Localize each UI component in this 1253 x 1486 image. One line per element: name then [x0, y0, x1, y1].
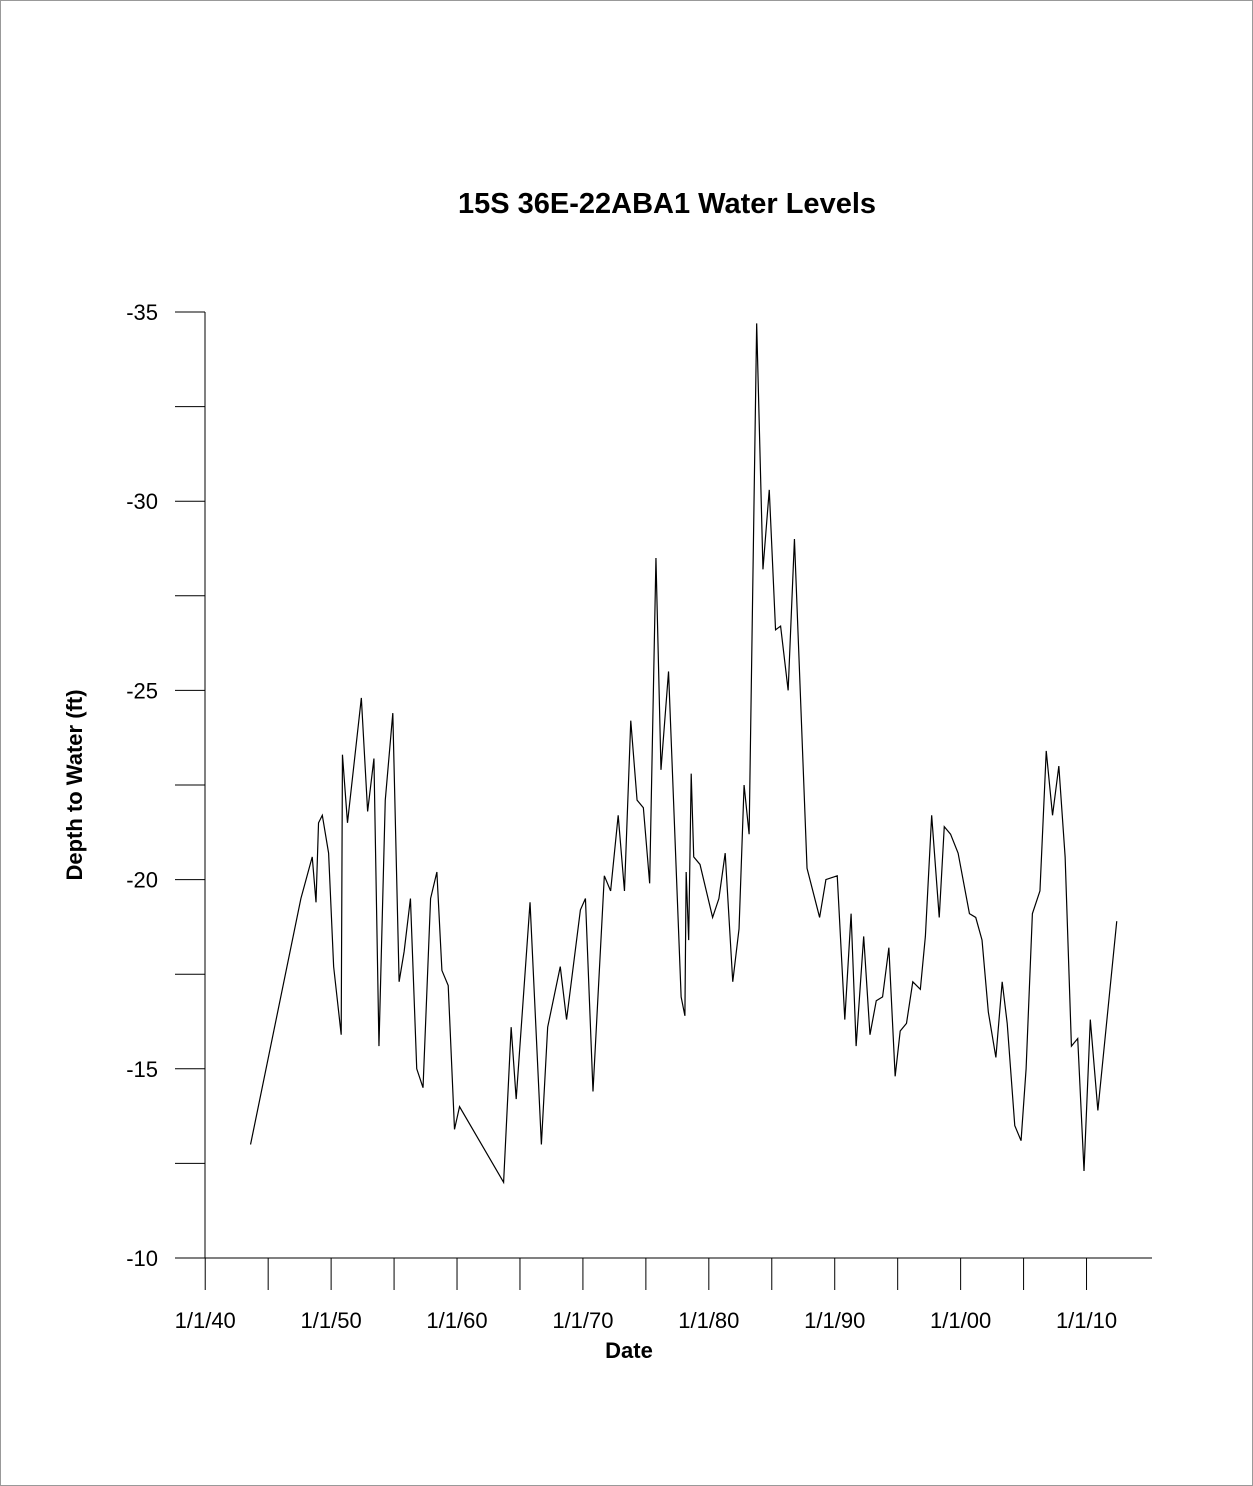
y-tick-label: -15: [126, 1057, 158, 1082]
y-tick-label: -30: [126, 489, 158, 514]
x-tick-label: 1/1/90: [804, 1308, 865, 1333]
x-tick-label: 1/1/60: [426, 1308, 487, 1333]
y-tick-label: -20: [126, 868, 158, 893]
x-tick-label: 1/1/00: [930, 1308, 991, 1333]
x-tick-label: 1/1/10: [1056, 1308, 1117, 1333]
x-tick-label: 1/1/70: [552, 1308, 613, 1333]
x-tick-label: 1/1/50: [301, 1308, 362, 1333]
y-tick-label: -35: [126, 300, 158, 325]
y-tick-label: -10: [126, 1246, 158, 1271]
data-line: [249, 323, 1118, 1185]
x-tick-label: 1/1/40: [175, 1308, 236, 1333]
chart-title: 15S 36E-22ABA1 Water Levels: [458, 188, 876, 220]
x-axis-label: Date: [605, 1338, 653, 1363]
y-axis-label: Depth to Water (ft): [62, 689, 87, 880]
x-tick-label: 1/1/80: [678, 1308, 739, 1333]
y-tick-label: -25: [126, 678, 158, 703]
